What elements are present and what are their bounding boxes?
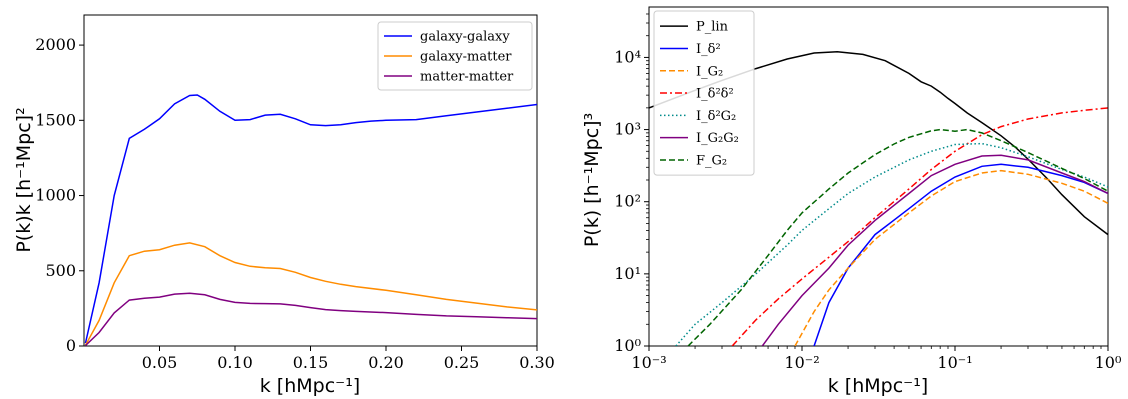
right-y-axis-label: P(k) [h⁻¹Mpc]³	[581, 113, 603, 247]
x-tick-label: 0.05	[142, 353, 178, 372]
x-tick-label: 0.10	[217, 353, 253, 372]
series-line-right-0	[649, 50, 1108, 236]
right-series-group	[649, 50, 1108, 346]
y-tick-label: 10²	[614, 192, 641, 211]
left-legend: galaxy-galaxy galaxy-matter matter-matter	[377, 21, 533, 91]
y-tick-label: 500	[45, 261, 76, 280]
legend-label: I_δ²G₂	[696, 109, 736, 124]
left-x-ticks: 0.05 0.10 0.15 0.20 0.25 0.30	[142, 346, 555, 372]
series-line-right-5	[761, 154, 1108, 346]
legend-label: I_δ²δ²	[696, 87, 734, 102]
y-tick-label: 2000	[35, 35, 76, 54]
left-x-axis-label: k [hMpc⁻¹]	[260, 375, 360, 397]
legend-label: I_δ²	[696, 42, 721, 57]
right-panel: 10⁻³ 10⁻² 10⁻¹ 10⁰ 10⁰ 10¹ 10² 10³ 10⁴ k [hMpc⁻…	[581, 6, 1121, 397]
legend-label: I_G₂G₂	[696, 131, 739, 146]
left-y-axis-label: P(k)k [h⁻¹Mpc]²	[13, 107, 35, 252]
y-tick-label: 10⁰	[614, 336, 641, 355]
right-legend: P_lin I_δ² I_G₂ I_δ²δ² I_δ²G₂ I_G₂G₂ F_G₂	[653, 10, 755, 176]
legend-label: F_G₂	[696, 153, 727, 168]
legend-label: galaxy-galaxy	[420, 30, 510, 45]
right-x-ticks: 10⁻³ 10⁻² 10⁻¹ 10⁰	[631, 346, 1121, 372]
legend-label: P_lin	[696, 20, 729, 35]
left-y-ticks: 0 500 1000 1500 2000	[35, 35, 84, 355]
left-panel: 0.05 0.10 0.15 0.20 0.25 0.30 0 500 1000 1500 200…	[13, 14, 555, 397]
y-tick-label: 1500	[35, 110, 76, 129]
series-line-left-1	[84, 242, 537, 346]
x-tick-label: 0.30	[519, 353, 555, 372]
x-tick-label: 10⁻²	[784, 353, 819, 372]
series-line-right-3	[731, 107, 1108, 346]
legend-label: galaxy-matter	[420, 50, 512, 65]
y-tick-label: 10⁴	[614, 47, 641, 66]
series-line-right-6	[687, 128, 1108, 346]
legend-label: I_G₂	[696, 64, 723, 79]
x-tick-label: 10⁻³	[631, 353, 666, 372]
x-tick-label: 10⁻¹	[937, 353, 972, 372]
legend-box	[653, 10, 755, 176]
y-tick-label: 10¹	[614, 264, 641, 283]
series-line-left-0	[84, 94, 537, 344]
left-series-group	[84, 94, 537, 346]
x-tick-label: 0.20	[368, 353, 404, 372]
legend-box	[377, 21, 533, 91]
y-tick-label: 0	[66, 336, 76, 355]
x-tick-label: 0.25	[444, 353, 480, 372]
legend-label: matter-matter	[420, 70, 514, 85]
right-y-ticks: 10⁰ 10¹ 10² 10³ 10⁴	[614, 13, 649, 355]
series-line-right-2	[794, 169, 1108, 346]
x-tick-label: 10⁰	[1095, 353, 1122, 372]
y-tick-label: 10³	[614, 120, 641, 139]
right-x-axis-label: k [hMpc⁻¹]	[828, 375, 928, 397]
series-line-left-2	[84, 292, 537, 346]
y-tick-label: 1000	[35, 186, 76, 205]
x-tick-label: 0.15	[293, 353, 329, 372]
